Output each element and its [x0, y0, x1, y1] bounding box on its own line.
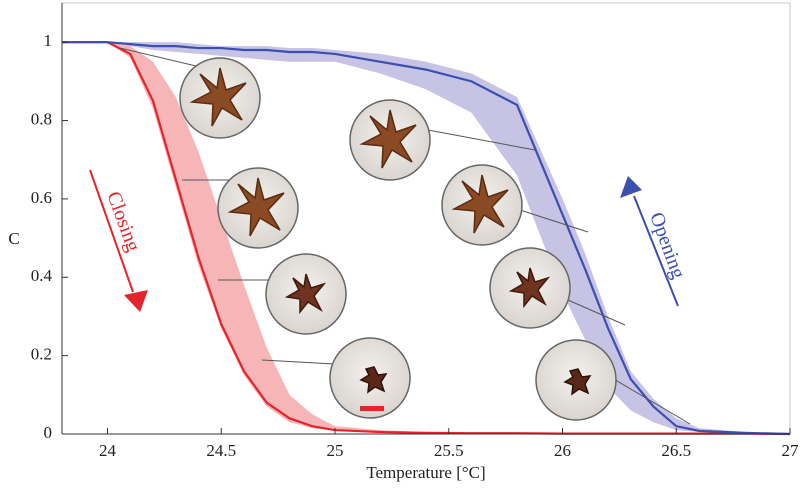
- y-axis-label: C: [8, 229, 19, 248]
- x-tick-label: 26.5: [661, 441, 691, 460]
- photo-insets: [119, 47, 691, 425]
- closing-arrow: [89, 169, 148, 312]
- confidence-band: [62, 42, 790, 434]
- confidence-band: [62, 42, 790, 434]
- y-tick-label: 0.6: [31, 188, 52, 207]
- y-tick-label: 0.2: [31, 345, 52, 364]
- x-tick-label: 25: [327, 441, 344, 460]
- x-tick-label: 27: [782, 441, 800, 460]
- x-axis-label: Temperature [°C]: [366, 463, 485, 482]
- opening-label: Opening: [645, 209, 689, 281]
- x-tick-label: 25.5: [434, 441, 464, 460]
- y-tick-label: 1: [44, 31, 53, 50]
- x-tick-label: 24.5: [206, 441, 236, 460]
- y-tick-label: 0.4: [31, 266, 53, 285]
- opening-arrow: [620, 176, 679, 307]
- data-line: [62, 41, 791, 436]
- plot-area: [61, 2, 791, 436]
- y-tick-label: 0.8: [31, 109, 52, 128]
- y-tick-label: 0: [44, 423, 53, 442]
- x-tick-label: 24: [99, 441, 117, 460]
- x-tick-label: 26: [554, 441, 571, 460]
